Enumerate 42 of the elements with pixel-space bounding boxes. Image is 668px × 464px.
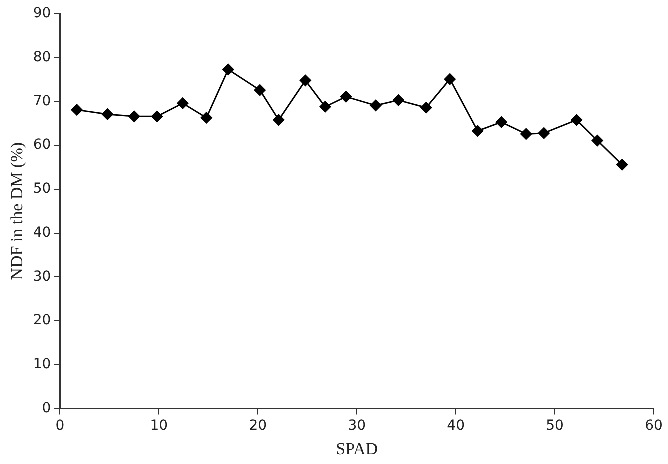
y-tick-label: 0 [42, 400, 52, 416]
x-tick-label: 50 [546, 418, 564, 434]
point [538, 128, 550, 140]
point [592, 135, 604, 147]
point [496, 116, 508, 128]
y-tick-label: 60 [33, 137, 52, 154]
point [392, 94, 404, 106]
point [273, 114, 285, 126]
point [520, 128, 532, 140]
point [102, 108, 114, 120]
point [177, 98, 189, 110]
y-tick-label: 10 [33, 356, 52, 373]
point [128, 110, 140, 122]
x-tick-label: 60 [645, 418, 663, 434]
x-tick-label: 40 [447, 418, 465, 434]
y-tick-label: 30 [33, 268, 52, 285]
y-tick-label: 80 [33, 50, 52, 66]
y-tick-label: 90 [33, 6, 52, 22]
point [444, 74, 456, 86]
x-tick-label: 20 [249, 418, 268, 434]
y-axis-title: NDF in the DM (%) [8, 142, 27, 280]
point [340, 91, 352, 103]
point [320, 101, 332, 113]
x-tick-label: 30 [348, 418, 366, 434]
x-axis-title: SPAD [336, 439, 378, 458]
point [151, 110, 163, 122]
point [71, 104, 83, 116]
point [300, 74, 312, 86]
point [370, 100, 382, 112]
y-tick-label: 70 [33, 93, 52, 110]
x-tick-label: 0 [56, 418, 65, 434]
y-tick-label: 20 [33, 312, 52, 329]
y-tick-label: 40 [33, 224, 52, 241]
point [616, 159, 628, 171]
point [222, 64, 234, 76]
point [571, 114, 583, 126]
point [254, 84, 266, 96]
point [420, 102, 432, 114]
y-tick-label: 50 [33, 181, 52, 198]
point [200, 112, 212, 124]
x-tick-label: 10 [150, 418, 168, 434]
point [472, 125, 484, 137]
